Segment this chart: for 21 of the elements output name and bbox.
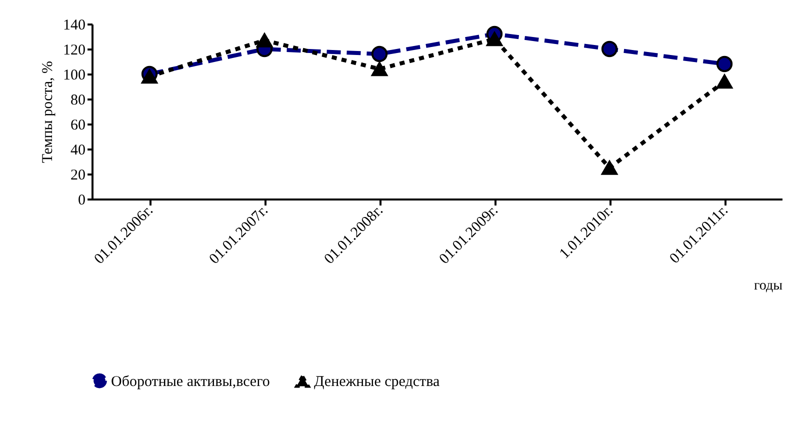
y-tick-label: 100 xyxy=(63,68,86,84)
point xyxy=(371,46,388,62)
y-tick-label: 60 xyxy=(70,118,86,134)
point xyxy=(141,69,158,84)
y-tick-label: 120 xyxy=(63,42,86,58)
point xyxy=(486,32,503,46)
legend-label: Оборотные активы,всего xyxy=(111,374,270,390)
point xyxy=(716,74,733,89)
point xyxy=(371,62,388,76)
legend-label: Денежные средства xyxy=(314,374,440,390)
point xyxy=(256,33,273,48)
y-tick-label: 140 xyxy=(63,18,86,34)
x-axis-title: годы xyxy=(754,278,784,294)
y-tick-label: 40 xyxy=(70,142,86,158)
point xyxy=(601,40,618,58)
y-tick-label: 0 xyxy=(78,192,86,208)
y-tick-label: 20 xyxy=(70,168,86,184)
y-axis-title: Темпы роста, % xyxy=(40,60,56,164)
point xyxy=(601,160,618,175)
y-tick-label: 80 xyxy=(70,92,86,108)
point xyxy=(716,56,733,72)
